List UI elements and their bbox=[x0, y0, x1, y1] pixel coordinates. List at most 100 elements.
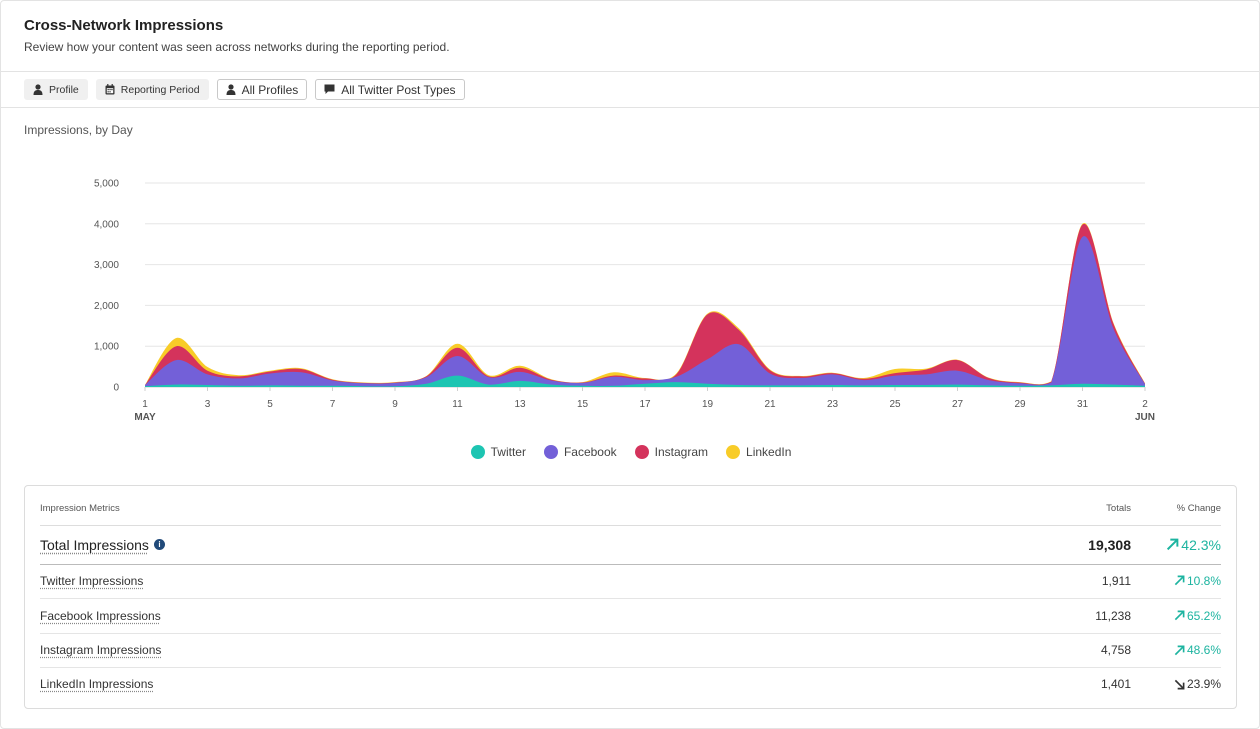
chart-title: Impressions, by Day bbox=[24, 123, 133, 137]
y-tick-label: 3,000 bbox=[94, 260, 119, 271]
chart-legend: Twitter Facebook Instagram LinkedIn bbox=[1, 445, 1260, 459]
reporting-period-label: Reporting Period bbox=[120, 83, 200, 96]
metric-name-link[interactable]: Instagram Impressions bbox=[40, 643, 162, 657]
x-tick-label: 11 bbox=[452, 399, 463, 410]
trend-down-icon bbox=[1174, 679, 1185, 689]
metric-total: 11,238 bbox=[1095, 608, 1131, 623]
impressions-area-chart: 0 1,000 2,000 3,000 4,000 5,000 1 MAY 3 5 7 9 11 13 15… bbox=[94, 179, 1155, 424]
legend-label: Twitter bbox=[490, 445, 526, 459]
y-tick-label: 4,000 bbox=[94, 219, 119, 230]
x-tick-label: 21 bbox=[764, 399, 776, 410]
metric-change: 65.2% bbox=[1174, 609, 1221, 623]
change-header: % Change bbox=[1176, 503, 1221, 514]
x-tick-label: 19 bbox=[702, 399, 714, 410]
x-tick-sublabel: MAY bbox=[134, 412, 156, 423]
metric-name-link[interactable]: Total Impressions bbox=[40, 536, 149, 553]
legend-label: Instagram bbox=[654, 445, 709, 459]
metric-name-link[interactable]: LinkedIn Impressions bbox=[40, 677, 154, 691]
trend-up-icon bbox=[1174, 645, 1185, 655]
chart-axes: 0 1,000 2,000 3,000 4,000 5,000 1 MAY 3 5 7 9 11 13 15… bbox=[94, 179, 1155, 424]
metric-change: 48.6% bbox=[1174, 643, 1221, 657]
metric-total: 1,911 bbox=[1101, 573, 1131, 588]
page-title: Cross-Network Impressions bbox=[24, 17, 224, 34]
y-tick-label: 1,000 bbox=[94, 342, 119, 353]
legend-swatch bbox=[543, 445, 558, 459]
table-row: Total Impressions i 19,308 42.3% bbox=[40, 525, 1221, 565]
profile-filter-label: Profile bbox=[49, 83, 79, 96]
x-tick-label: 25 bbox=[889, 399, 901, 410]
legend-item-instagram[interactable]: Instagram bbox=[634, 445, 709, 459]
legend-item-twitter[interactable]: Twitter bbox=[470, 445, 526, 459]
chart-areas bbox=[145, 223, 1145, 387]
trend-up-icon bbox=[1174, 575, 1185, 586]
x-tick-label: 13 bbox=[514, 399, 526, 410]
filter-divider bbox=[1, 107, 1259, 108]
x-tick-label: 7 bbox=[330, 399, 336, 410]
table-row: LinkedIn Impressions 1,401 23.9% bbox=[40, 667, 1221, 701]
filter-bar: Profile Reporting Period All Profiles Al… bbox=[24, 79, 465, 100]
all-profiles-dropdown[interactable]: All Profiles bbox=[216, 79, 308, 100]
metric-total: 4,758 bbox=[1100, 643, 1131, 657]
metric-change: 10.8% bbox=[1174, 574, 1221, 588]
x-tick-label: 15 bbox=[577, 399, 589, 410]
person-icon bbox=[33, 84, 43, 95]
metric-total: 19,308 bbox=[1088, 536, 1131, 553]
x-tick-label: 9 bbox=[392, 399, 398, 410]
calendar-icon bbox=[105, 84, 115, 95]
x-tick-label: 1 bbox=[142, 399, 148, 410]
area-series-twitter[interactable] bbox=[145, 375, 1145, 387]
all-profiles-label: All Profiles bbox=[241, 82, 299, 97]
x-tick-label: 27 bbox=[952, 399, 964, 410]
legend-label: LinkedIn bbox=[746, 445, 792, 459]
y-tick-label: 0 bbox=[113, 383, 119, 394]
twitter-post-types-dropdown[interactable]: All Twitter Post Types bbox=[315, 79, 465, 100]
impression-metrics-table: Impression Metrics Totals % Change Total… bbox=[24, 485, 1237, 709]
twitter-post-types-label: All Twitter Post Types bbox=[341, 82, 456, 97]
metric-total: 1,401 bbox=[1100, 677, 1131, 691]
change-value: 10.8% bbox=[1186, 573, 1221, 588]
header-divider bbox=[1, 71, 1259, 72]
x-tick-label: 3 bbox=[205, 399, 211, 410]
table-header: Impression Metrics Totals % Change bbox=[40, 503, 1221, 526]
totals-header: Totals bbox=[1106, 503, 1131, 514]
metric-name-link[interactable]: Facebook Impressions bbox=[40, 608, 161, 623]
change-value: 42.3% bbox=[1181, 536, 1221, 553]
x-tick-label: 17 bbox=[639, 399, 651, 410]
x-tick-label: 2 bbox=[1142, 399, 1148, 410]
info-icon[interactable]: i bbox=[153, 539, 165, 550]
reporting-period-chip[interactable]: Reporting Period bbox=[95, 79, 209, 100]
legend-label: Facebook bbox=[563, 445, 617, 459]
x-tick-label: 5 bbox=[267, 399, 273, 410]
legend-swatch bbox=[470, 445, 485, 459]
x-tick-label: 29 bbox=[1014, 399, 1026, 410]
legend-item-facebook[interactable]: Facebook bbox=[543, 445, 617, 459]
change-value: 48.6% bbox=[1186, 643, 1221, 657]
x-tick-label: 23 bbox=[827, 399, 839, 410]
table-row: Instagram Impressions 4,758 48.6% bbox=[40, 633, 1221, 668]
comment-icon bbox=[324, 84, 335, 94]
person-icon bbox=[226, 84, 236, 95]
legend-item-linkedin[interactable]: LinkedIn bbox=[726, 445, 791, 459]
metric-change: 42.3% bbox=[1166, 537, 1221, 553]
y-tick-label: 2,000 bbox=[94, 301, 119, 312]
table-row: Twitter Impressions 1,911 10.8% bbox=[40, 563, 1221, 599]
x-tick-label: 31 bbox=[1077, 399, 1089, 410]
report-header: Cross-Network Impressions Review how you… bbox=[24, 17, 450, 54]
change-value: 23.9% bbox=[1186, 677, 1221, 691]
table-row: Facebook Impressions 11,238 65.2% bbox=[40, 598, 1221, 634]
legend-swatch bbox=[726, 445, 741, 459]
page-subtitle: Review how your content was seen across … bbox=[24, 40, 450, 54]
area-series-facebook[interactable] bbox=[145, 236, 1145, 387]
metric-change: 23.9% bbox=[1174, 677, 1221, 691]
profile-filter-chip[interactable]: Profile bbox=[24, 79, 88, 100]
trend-up-icon bbox=[1174, 610, 1185, 621]
change-value: 65.2% bbox=[1186, 608, 1221, 623]
x-tick-sublabel: JUN bbox=[1135, 412, 1155, 423]
chart-grid bbox=[145, 182, 1145, 388]
legend-swatch bbox=[634, 445, 649, 459]
y-tick-label: 5,000 bbox=[94, 179, 119, 190]
metric-header: Impression Metrics bbox=[40, 503, 120, 514]
trend-up-icon bbox=[1167, 538, 1179, 551]
metric-name-link[interactable]: Twitter Impressions bbox=[40, 573, 144, 588]
